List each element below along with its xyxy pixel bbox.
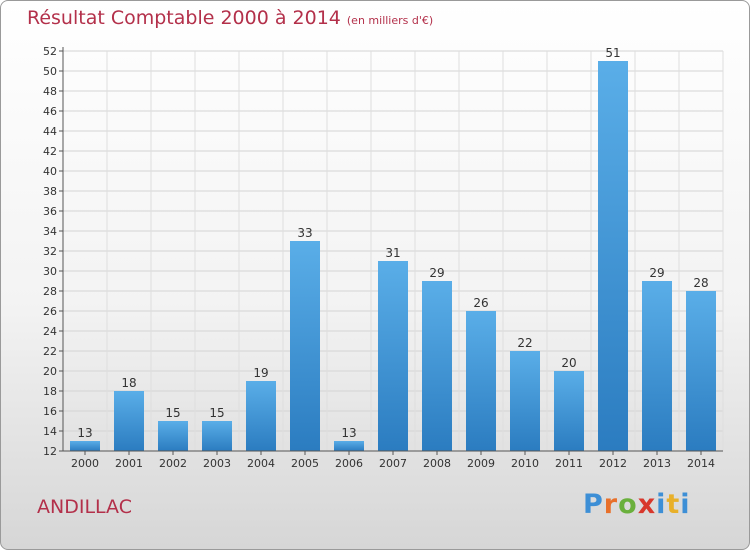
bar: [158, 421, 188, 451]
x-tick-label: 2001: [115, 457, 143, 470]
bar-value-label: 18: [121, 376, 136, 390]
x-tick-label: 2012: [599, 457, 627, 470]
proxiti-logo: Proxiti: [583, 489, 691, 520]
y-tick-label: 16: [43, 405, 57, 418]
x-tick-label: 2013: [643, 457, 671, 470]
x-tick-label: 2011: [555, 457, 583, 470]
y-tick-label: 28: [43, 285, 57, 298]
x-tick-label: 2005: [291, 457, 319, 470]
location-name: ANDILLAC: [37, 496, 132, 518]
logo-letter: i: [680, 489, 691, 520]
bar-value-label: 33: [297, 226, 312, 240]
bar-value-label: 15: [165, 406, 180, 420]
bar-value-label: 20: [561, 356, 576, 370]
x-tick-label: 2006: [335, 457, 363, 470]
x-tick-label: 2008: [423, 457, 451, 470]
x-tick-label: 2000: [71, 457, 99, 470]
y-tick-label: 36: [43, 205, 57, 218]
x-tick-label: 2002: [159, 457, 187, 470]
bar-value-label: 19: [253, 366, 268, 380]
bar-value-label: 26: [473, 296, 488, 310]
x-tick-label: 2007: [379, 457, 407, 470]
bar: [246, 381, 276, 451]
x-tick-label: 2004: [247, 457, 275, 470]
x-tick-label: 2014: [687, 457, 715, 470]
y-tick-label: 34: [43, 225, 57, 238]
bar-value-label: 15: [209, 406, 224, 420]
bar: [334, 441, 364, 451]
bar-value-label: 29: [429, 266, 444, 280]
y-tick-label: 14: [43, 425, 57, 438]
logo-letter: t: [666, 489, 681, 520]
bar-value-label: 13: [77, 426, 92, 440]
chart-title: Résultat Comptable 2000 à 2014: [27, 7, 341, 29]
bar: [290, 241, 320, 451]
y-tick-label: 48: [43, 85, 57, 98]
bar: [378, 261, 408, 451]
y-tick-label: 12: [43, 445, 57, 458]
y-tick-label: 52: [43, 45, 57, 58]
bar: [642, 281, 672, 451]
y-tick-label: 38: [43, 185, 57, 198]
bar-value-label: 22: [517, 336, 532, 350]
y-tick-label: 26: [43, 305, 57, 318]
x-tick-label: 2009: [467, 457, 495, 470]
y-tick-label: 20: [43, 365, 57, 378]
logo-letter: i: [656, 489, 667, 520]
y-tick-label: 18: [43, 385, 57, 398]
bar: [202, 421, 232, 451]
bar-value-label: 29: [649, 266, 664, 280]
logo-letter: x: [637, 489, 657, 520]
y-tick-label: 50: [43, 65, 57, 78]
y-tick-label: 30: [43, 265, 57, 278]
y-tick-label: 24: [43, 325, 57, 338]
y-tick-label: 32: [43, 245, 57, 258]
bar: [466, 311, 496, 451]
y-tick-label: 42: [43, 145, 57, 158]
bar: [510, 351, 540, 451]
logo-letter: o: [618, 489, 638, 520]
chart-subtitle: (en milliers d'€): [346, 14, 434, 27]
y-tick-label: 22: [43, 345, 57, 358]
bar: [114, 391, 144, 451]
chart-title-block: Résultat Comptable 2000 à 2014 (en millie…: [27, 7, 433, 29]
x-tick-label: 2003: [203, 457, 231, 470]
bar-value-label: 13: [341, 426, 356, 440]
y-tick-label: 46: [43, 105, 57, 118]
bar-value-label: 51: [605, 46, 620, 60]
x-tick-label: 2010: [511, 457, 539, 470]
logo-letter: r: [603, 489, 619, 520]
bar: [70, 441, 100, 451]
bar: [554, 371, 584, 451]
y-tick-label: 40: [43, 165, 57, 178]
bar: [686, 291, 716, 451]
logo-letter: P: [583, 489, 604, 520]
bar: [422, 281, 452, 451]
y-tick-label: 44: [43, 125, 57, 138]
bar-value-label: 28: [693, 276, 708, 290]
bar: [598, 61, 628, 451]
bar-value-label: 31: [385, 246, 400, 260]
